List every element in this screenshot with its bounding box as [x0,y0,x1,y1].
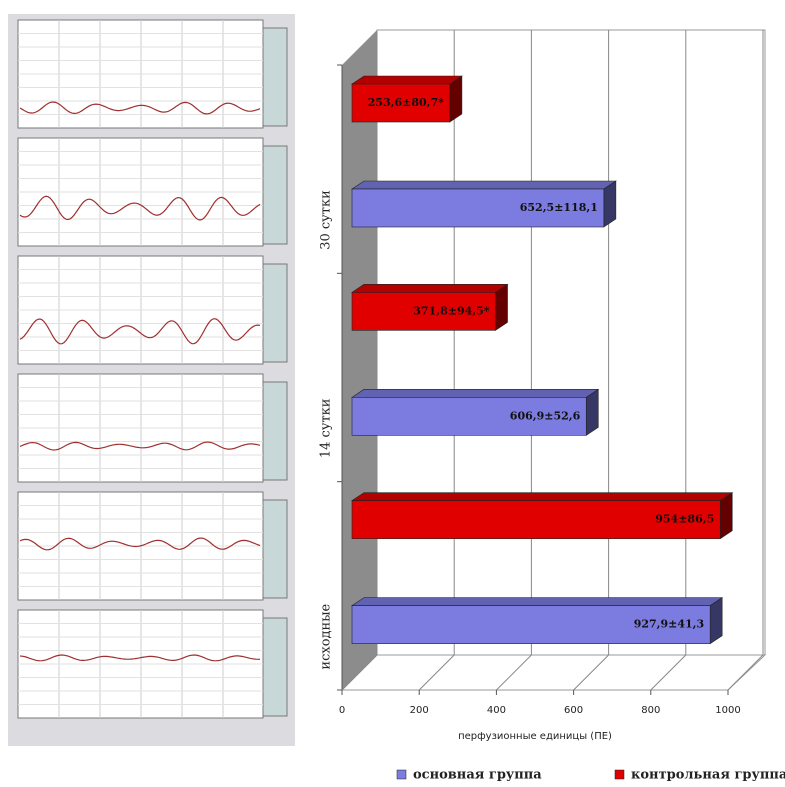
legend-label: основная группа [413,768,542,783]
x-tick-label: 1000 [715,705,740,716]
value-label: 253,6±80,7* [368,96,444,109]
legend-label: контрольная группа [631,768,785,783]
value-label: 927,9±41,3 [634,618,704,631]
value-label: 606,9±52,6 [510,409,581,422]
x-tick-label: 600 [564,705,583,716]
x-tick-label: 400 [487,705,506,716]
x-axis-label: перфузионные единицы (ПЕ) [458,731,612,742]
value-label: 371,8±94,5* [413,304,489,317]
bar-side [586,389,598,435]
bar-top [352,389,598,397]
bar-top [352,284,508,292]
trace-scale [263,146,287,244]
category-label: 30 сутки [319,190,334,250]
legend-swatch [397,770,406,779]
x-tick-label: 0 [339,705,345,716]
trace-scale [263,618,287,716]
value-label: 652,5±118,1 [520,201,598,214]
chart: перфузионные единицы (ПЕ) 0 200 400 600 800 1… [0,0,785,787]
back-wall [377,30,765,655]
bar-top [352,598,722,606]
value-label: 954±86,5 [655,513,714,526]
trace-scale [263,382,287,480]
x-tick-label: 200 [410,705,429,716]
floor [342,655,765,690]
side-wall [342,30,377,690]
bar-side [450,76,462,122]
page: {"chart_data": {"type": "bar", "orientat… [0,0,785,787]
bar-top [352,181,616,189]
bar-side [710,598,722,644]
trace-scale [263,264,287,362]
bar-side [496,284,508,330]
category-label: исходные [319,603,334,669]
bar-side [604,181,616,227]
bar-top [352,76,462,84]
x-tick-label: 800 [641,705,660,716]
trace-scale [263,500,287,598]
bar-side [720,493,732,539]
trace-scale [263,28,287,126]
category-label: 14 сутки [319,399,334,459]
bar-top [352,493,732,501]
legend-swatch [615,770,624,779]
